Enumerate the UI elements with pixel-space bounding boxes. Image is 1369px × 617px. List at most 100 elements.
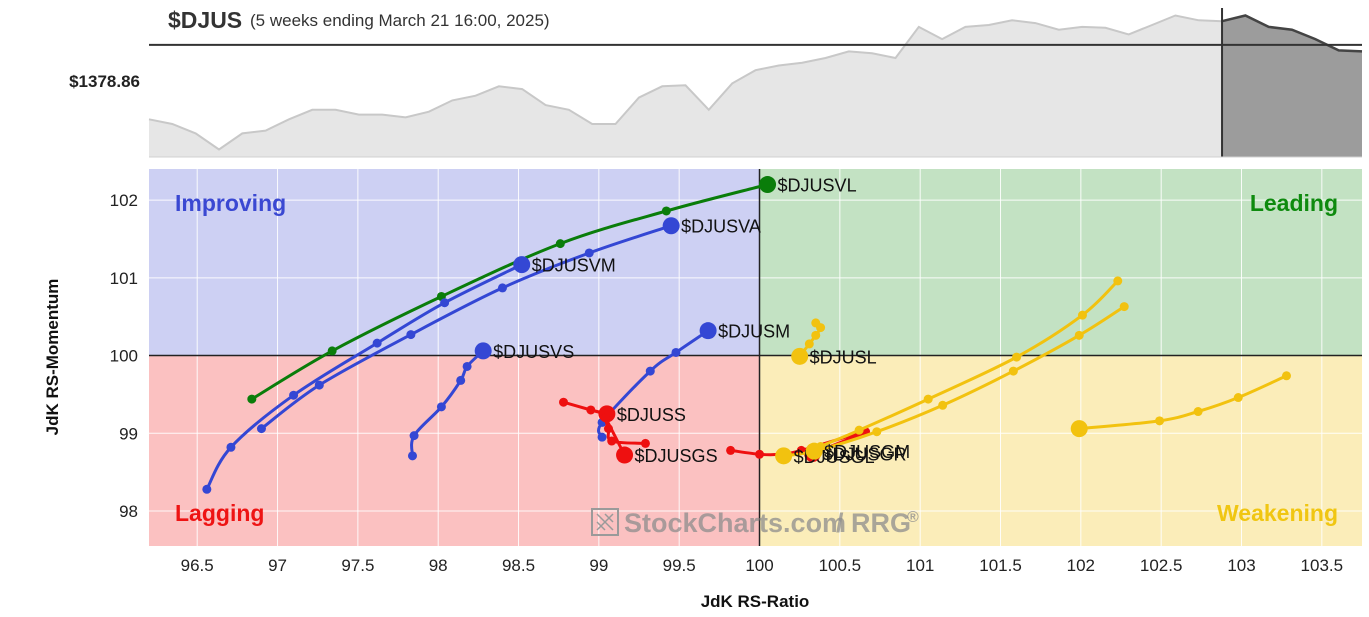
price-area-line — [148, 14, 1363, 151]
series-point-djusgl — [872, 427, 882, 437]
y-tick-label: 101 — [110, 269, 138, 288]
rrg-axes: 96.5 97 97.5 98 98.5 99 99.5 100 100.5 101 101.5 10… — [110, 169, 1362, 575]
x-tick-label: 96.5 — [181, 556, 214, 575]
series-point-djusvm — [226, 442, 236, 452]
series-point-djuss — [586, 405, 596, 415]
series-point-djusgm — [1113, 276, 1123, 286]
series-label-djusvl: $DJUSVL — [778, 176, 857, 196]
y-tick-label: 100 — [110, 347, 138, 366]
series-point-djusgm_tail — [1233, 393, 1243, 403]
series-point-djusgm — [923, 394, 933, 404]
series-label-djusgs: $DJUSGS — [635, 446, 718, 466]
series-point-djusgl — [1119, 302, 1129, 312]
series-point-djusvm — [202, 484, 212, 494]
series-point-djusva — [256, 424, 266, 434]
price-label: $1378.86 — [69, 72, 140, 91]
x-tick-label: 98 — [429, 556, 448, 575]
quadrant-label-weakening: Weakening — [1217, 500, 1338, 526]
series-point-djusl — [811, 330, 821, 340]
x-tick-label: 98.5 — [502, 556, 535, 575]
watermark-reg: ® — [907, 509, 919, 526]
x-tick-label: 103.5 — [1301, 556, 1344, 575]
series-head-djusgl — [775, 447, 793, 465]
series-point-djusvs — [436, 402, 446, 412]
series-point-djusgr — [726, 445, 736, 455]
series-point-djusgm_tail — [1281, 371, 1291, 381]
rrg-series: $DJUSVL $DJUSVA $DJUSVM $DJUSVS $DJUSM $DJUSS… — [202, 176, 1291, 494]
series-point-djusvm — [440, 298, 450, 308]
price-area-highlight — [1222, 15, 1362, 157]
x-tick-label: 102.5 — [1140, 556, 1183, 575]
series-point-djusgs — [603, 424, 613, 434]
quadrant-lagging — [149, 355, 760, 546]
series-label-djusm: $DJUSM — [718, 322, 790, 342]
series-point-djusm — [645, 366, 655, 376]
series-point-djusva — [497, 283, 507, 293]
series-label-djusva: $DJUSVA — [681, 217, 761, 237]
series-point-djusgm_tail — [1193, 407, 1203, 417]
series-point-djusgl — [938, 400, 948, 410]
x-tick-label: 97 — [268, 556, 287, 575]
series-point-djusgs — [600, 413, 610, 423]
series-point-djusgm_tail — [1155, 416, 1165, 426]
series-point-djusgr — [755, 449, 765, 459]
series-head-djusgs — [616, 446, 634, 464]
series-point-djusvl — [247, 394, 257, 404]
series-head-djusgm — [805, 442, 823, 460]
x-tick-label: 97.5 — [341, 556, 374, 575]
series-label-djuss: $DJUSS — [617, 405, 686, 425]
series-point-djusgm — [1012, 352, 1022, 362]
series-label-djusl: $DJUSL — [810, 347, 877, 367]
x-tick-label: 103 — [1227, 556, 1255, 575]
x-tick-label: 99.5 — [663, 556, 696, 575]
series-point-djuss — [559, 397, 569, 407]
chart-title: $DJUS — [168, 7, 242, 33]
quadrant-label-lagging: Lagging — [175, 500, 264, 526]
series-head-djusgm_tail — [1070, 420, 1088, 438]
x-tick-label: 101 — [906, 556, 934, 575]
price-area-highlight-line — [1221, 14, 1363, 53]
series-point-djusvs — [456, 375, 466, 385]
series-point-djusvm — [289, 390, 299, 400]
series-point-djusgl — [1074, 330, 1084, 340]
series-point-djusva — [314, 380, 324, 390]
series-point-djusm — [597, 432, 607, 442]
y-axis-label: JdK RS-Momentum — [43, 279, 62, 436]
x-axis-label: JdK RS-Ratio — [701, 592, 810, 611]
price-area-fill — [149, 15, 1362, 157]
x-tick-label: 100 — [745, 556, 773, 575]
x-tick-label: 101.5 — [979, 556, 1022, 575]
quadrant-label-improving: Improving — [175, 190, 286, 216]
watermark: StockCharts.com / RRG ® — [591, 508, 919, 538]
series-label-djusvm: $DJUSVM — [532, 256, 616, 276]
x-tick-label: 102 — [1067, 556, 1095, 575]
series-head-djusm — [699, 322, 717, 340]
series-head-djusva — [662, 217, 680, 235]
series-head-djusl — [791, 347, 809, 365]
series-point-djusva — [584, 248, 594, 258]
series-point-djusvl — [327, 346, 337, 356]
price-area-panel — [148, 8, 1363, 158]
series-point-djusgm — [1077, 310, 1087, 320]
series-point-djusl — [804, 339, 814, 349]
x-tick-label: 99 — [589, 556, 608, 575]
series-label-djusgr: $DJUSGR — [823, 444, 907, 464]
series-point-djusgs — [640, 438, 650, 448]
series-head-djusvs — [474, 342, 492, 360]
series-point-djusvl — [555, 239, 565, 249]
chart-subtitle: (5 weeks ending March 21 16:00, 2025) — [250, 11, 550, 30]
watermark-text: StockCharts.com — [624, 508, 846, 538]
y-tick-label: 99 — [119, 424, 138, 443]
series-point-djusm — [671, 347, 681, 357]
series-point-djusvl — [661, 206, 671, 216]
series-point-djusvs — [409, 431, 419, 441]
watermark-suffix: / RRG — [836, 508, 911, 538]
series-point-djusgs — [607, 436, 617, 446]
series-point-djusl — [816, 323, 826, 333]
stockcharts-logo-grid-icon — [596, 513, 614, 531]
y-tick-label: 98 — [119, 502, 138, 521]
series-point-djusgl — [1008, 366, 1018, 376]
series-head-djusvl — [759, 176, 777, 194]
quadrant-label-leading: Leading — [1250, 190, 1338, 216]
